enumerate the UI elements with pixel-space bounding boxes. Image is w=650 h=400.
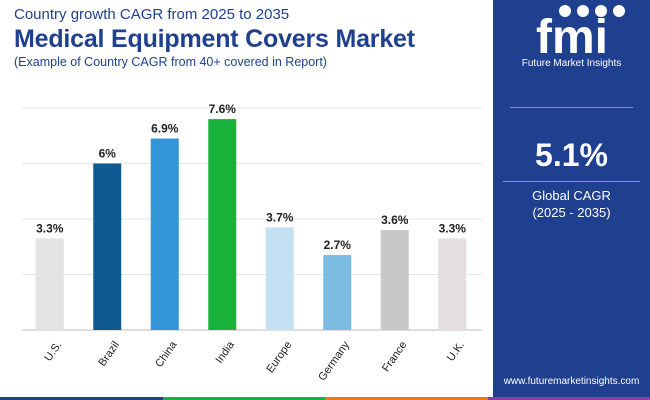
bar-europe <box>265 227 294 330</box>
chart-header: Country growth CAGR from 2025 to 2035 Me… <box>14 6 484 70</box>
website-link[interactable]: www.futuremarketinsights.com <box>503 376 640 387</box>
bar-brazil <box>93 163 122 330</box>
x-tick-label: Brazil <box>96 339 122 368</box>
bar-india <box>208 119 237 330</box>
x-tick-label: Europe <box>264 339 294 375</box>
x-tick-label: Germany <box>316 339 352 383</box>
data-label: 2.7% <box>324 238 352 252</box>
cagr-separator <box>503 181 640 182</box>
chart-title: Medical Equipment Covers Market <box>14 25 415 53</box>
x-tick-label: India <box>213 339 237 366</box>
fmi-logo: fmi <box>536 5 625 64</box>
x-tick-label: U.K. <box>445 339 467 363</box>
x-tick-label: U.S. <box>42 339 64 363</box>
bar-chart: 3.3% U.S. 6% Brazil 6.9% China 7.6% India 3.7% Eu… <box>22 102 482 383</box>
logo-text: Future Market Insights <box>521 58 622 69</box>
sidebar-panel: fmi Future Market Insights 5.1% Global C… <box>493 0 650 400</box>
bottom-bar-segment <box>325 397 488 400</box>
global-cagr-range: (2025 - 2035) <box>532 205 611 220</box>
data-label: 3.3% <box>439 221 467 235</box>
bottom-bar-segment <box>487 397 650 400</box>
data-label: 7.6% <box>209 102 237 116</box>
data-label: 6% <box>99 147 117 161</box>
data-label: 6.9% <box>151 122 179 136</box>
bottom-bar-segment <box>162 397 325 400</box>
data-label: 3.6% <box>381 213 409 227</box>
bottom-color-bar <box>0 397 650 400</box>
bar-uk <box>438 238 467 330</box>
bar-germany <box>323 255 352 330</box>
bar-france <box>380 230 409 330</box>
global-cagr-value: 5.1% <box>535 137 608 173</box>
sidebar-divider <box>510 107 633 108</box>
chart-subtitle: Country growth CAGR from 2025 to 2035 <box>14 6 290 23</box>
logo-mark: fmi <box>536 11 608 64</box>
x-tick-label: China <box>153 339 180 370</box>
chart-note: (Example of Country CAGR from 40+ covere… <box>14 55 327 69</box>
data-label: 3.7% <box>266 210 294 224</box>
x-tick-label: France <box>380 339 409 374</box>
logo-icons <box>559 5 625 17</box>
bar-china <box>150 138 179 330</box>
data-label: 3.3% <box>36 221 64 235</box>
global-cagr-label: Global CAGR <box>532 188 611 203</box>
bottom-bar-segment <box>0 397 163 400</box>
bar-us <box>35 238 64 330</box>
